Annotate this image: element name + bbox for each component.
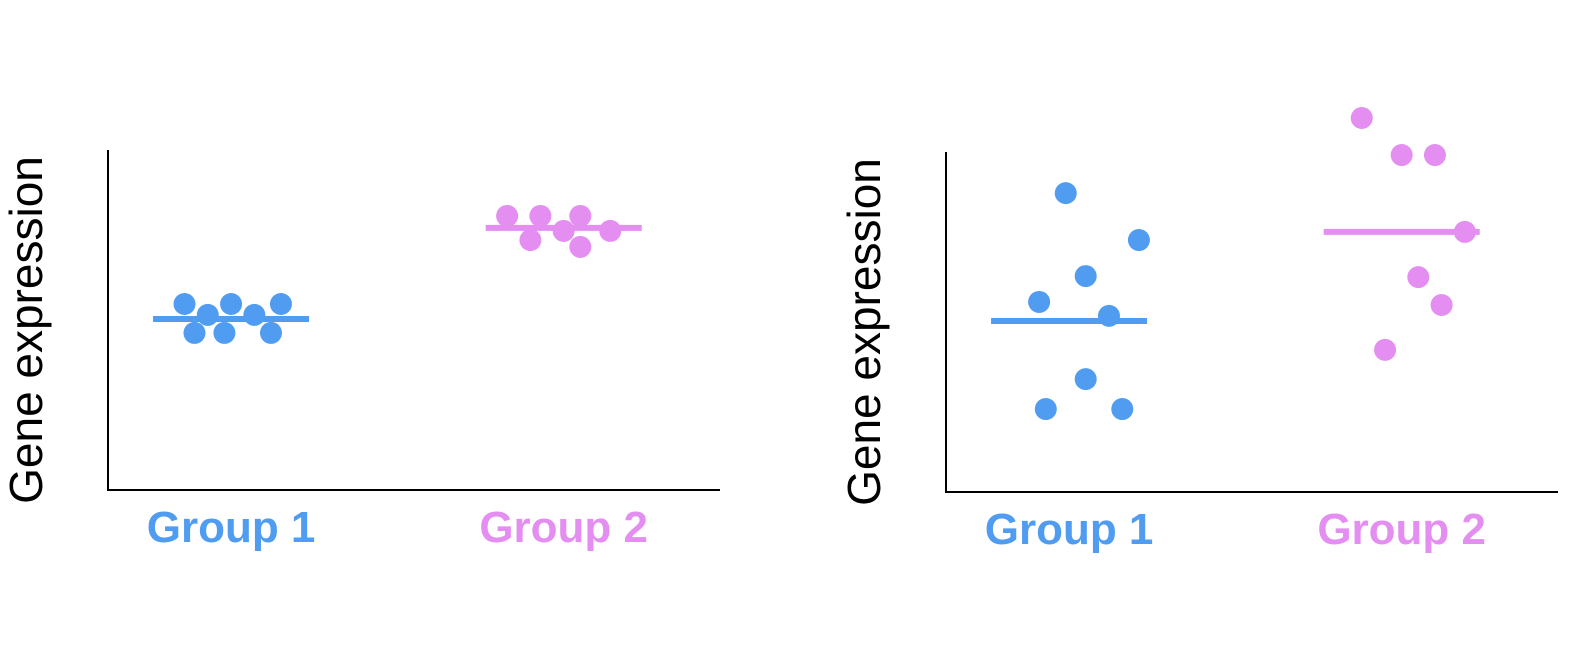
y-axis-label: Gene expression [838,158,890,506]
data-point [1034,398,1057,421]
data-point [569,204,592,227]
data-point [183,321,206,344]
category-label: Group 2 [1317,505,1486,554]
data-point [1423,144,1446,167]
data-point [1074,368,1097,391]
data-point [1028,290,1051,313]
data-point [1127,229,1150,252]
category-label: Group 1 [985,505,1154,554]
data-point [1111,398,1134,421]
data-point [496,204,519,227]
data-point [569,235,592,258]
category-label: Group 1 [147,503,316,552]
data-point [1430,294,1453,316]
data-point [599,219,622,242]
data-point [1390,144,1413,167]
data-point [1407,266,1430,289]
data-point [243,303,266,326]
data-point [552,219,575,242]
data-point [1054,182,1077,205]
data-point [1374,338,1397,361]
data-point [173,293,196,316]
data-point [519,229,542,252]
data-point [269,293,292,316]
data-point [1453,220,1476,243]
category-label: Group 2 [479,503,648,552]
data-point [1097,304,1120,327]
data-point [196,303,219,326]
data-point [1074,265,1097,288]
data-point [220,293,243,316]
data-point [213,321,236,344]
y-axis-label: Gene expression [0,156,52,504]
data-point [259,321,282,344]
data-point [1350,107,1373,129]
data-point [529,204,552,227]
